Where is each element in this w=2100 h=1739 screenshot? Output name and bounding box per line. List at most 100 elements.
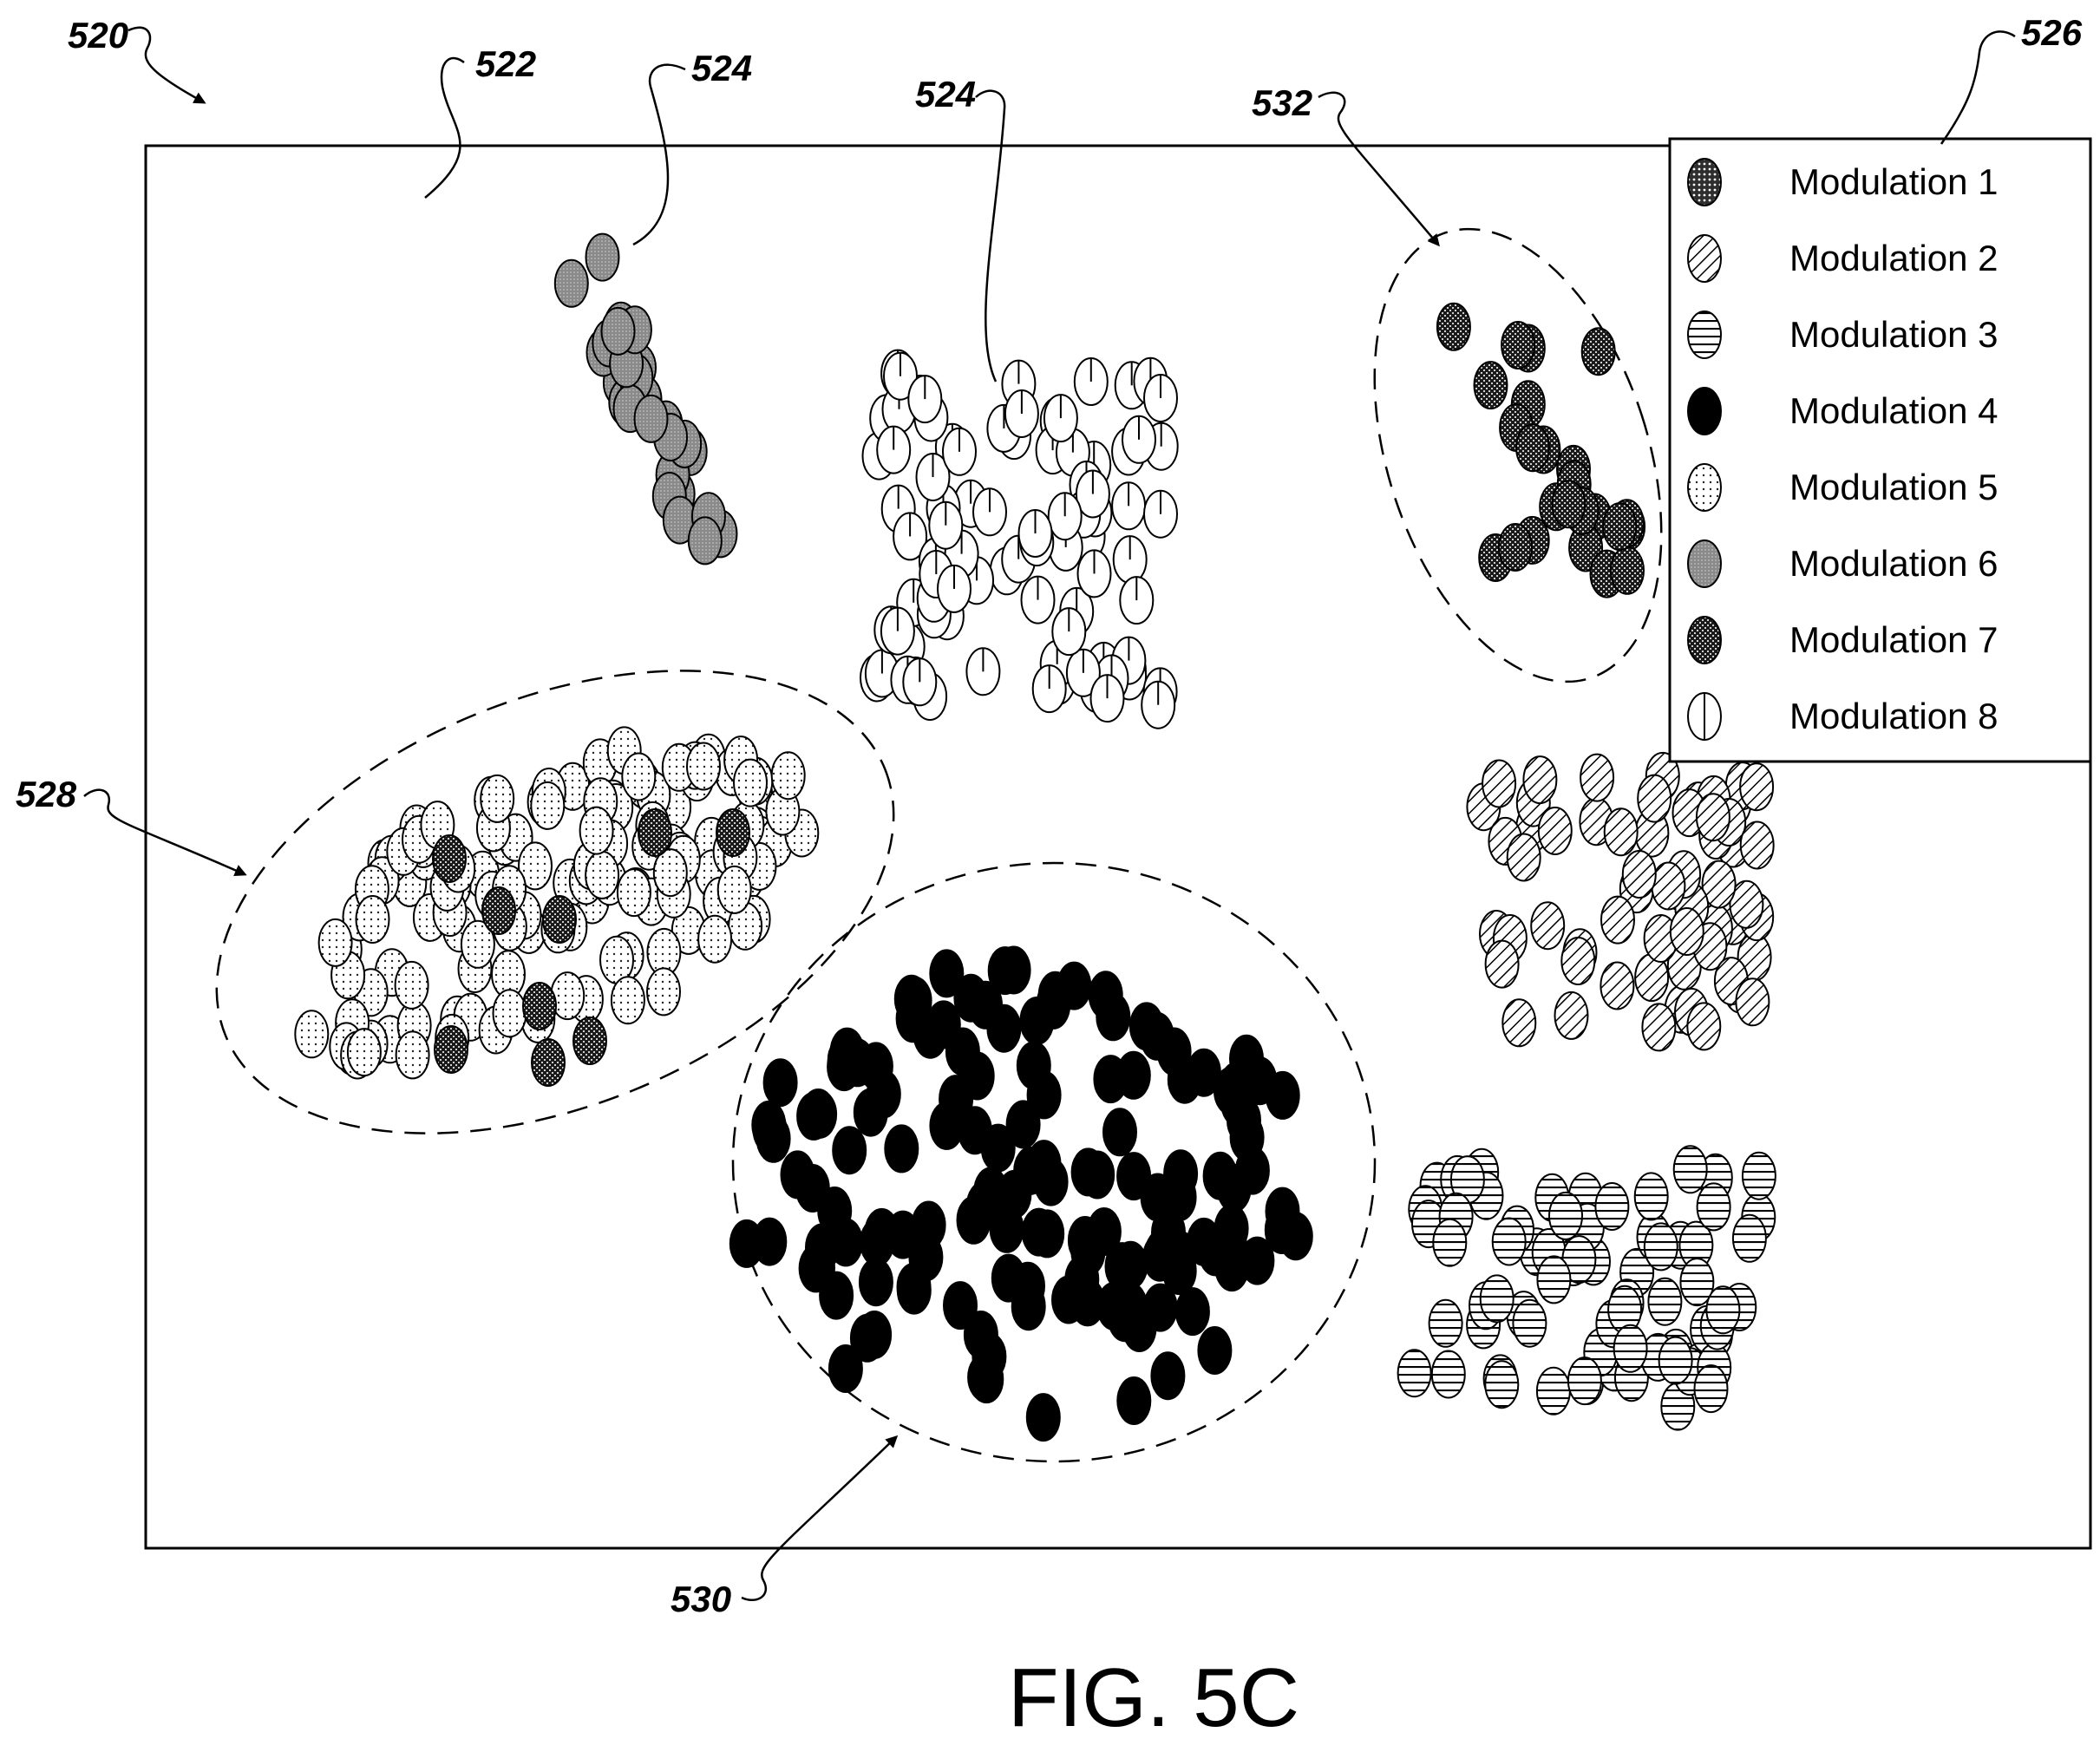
point-dots-light (770, 751, 806, 801)
point-solid-black (943, 1281, 978, 1330)
point-vertical-stripes (1051, 607, 1087, 657)
point-checker-dark (1602, 502, 1638, 552)
ref-530: 530 (671, 1579, 731, 1619)
point-solid-black (1186, 1217, 1221, 1266)
point-horizontal-stripes (1633, 1172, 1669, 1221)
point-horizontal-stripes (1536, 1255, 1572, 1304)
point-solid-black (864, 1207, 900, 1257)
point-solid-black (957, 1106, 992, 1155)
point-vertical-stripes (1141, 680, 1176, 729)
point-gray-stipple (600, 306, 636, 356)
point-horizontal-stripes (1432, 1218, 1468, 1267)
point-horizontal-stripes (1512, 1298, 1547, 1348)
point-vertical-stripes (880, 606, 915, 656)
point-solid-black (987, 946, 1023, 996)
legend-label: Modulation 5 (1789, 467, 1999, 507)
point-solid-black (752, 1105, 788, 1154)
point-dots-light (395, 1030, 430, 1080)
point-solid-black (819, 1271, 854, 1320)
point-solid-black (967, 1352, 1003, 1402)
point-diagonal-stripes (1637, 774, 1672, 823)
point-solid-black (762, 1058, 798, 1108)
point-solid-black (1033, 1157, 1069, 1206)
point-solid-black (1116, 1152, 1152, 1201)
point-horizontal-stripes (1693, 1364, 1729, 1414)
point-solid-black (1115, 1050, 1151, 1100)
point-solid-black (968, 980, 1003, 1030)
point-dots-light (317, 918, 353, 967)
legend-label: Modulation 2 (1789, 238, 1999, 278)
ref-532: 532 (1252, 82, 1312, 123)
region-528-outline (215, 670, 895, 1134)
point-vertical-stripes (1143, 489, 1178, 539)
point-checker-dark (1498, 523, 1533, 572)
point-gray-stipple (553, 258, 589, 308)
point-checker-dark (434, 1025, 468, 1074)
leader-522 (424, 56, 465, 199)
ref-528: 528 (16, 774, 77, 814)
point-checker-dark (522, 982, 557, 1030)
ref-526: 526 (2021, 12, 2083, 53)
point-dots-light (294, 1010, 330, 1059)
point-horizontal-stripes (1397, 1349, 1432, 1398)
point-dots-light (518, 841, 553, 891)
leader-530 (741, 1435, 899, 1602)
point-dots-light (697, 914, 733, 964)
point-diagonal-stripes (1580, 753, 1615, 802)
point-checker-dark (716, 808, 750, 857)
point-gray-stipple (585, 232, 620, 282)
point-vertical-stripes (1065, 648, 1101, 697)
point-vertical-stripes (1004, 389, 1039, 438)
point-vertical-stripes (965, 647, 1001, 696)
point-vertical-stripes (1111, 481, 1147, 531)
point-dots-light (355, 895, 390, 944)
point-checker-dark (531, 1038, 566, 1087)
point-solid-black (1174, 1287, 1210, 1337)
point-dots-light (646, 967, 681, 1017)
point-horizontal-stripes (1658, 1336, 1693, 1385)
ref-522: 522 (475, 43, 536, 84)
point-checker-dark (481, 886, 516, 935)
point-dots-light (480, 774, 515, 823)
point-diagonal-stripes (1600, 961, 1635, 1010)
leader-520 (128, 26, 206, 104)
point-solid-black (1005, 1100, 1041, 1149)
point-solid-black (884, 1124, 919, 1173)
point-solid-black (929, 949, 965, 998)
point-vertical-stripes (1112, 535, 1148, 585)
point-vertical-stripes (907, 375, 943, 424)
point-solid-black (1016, 1041, 1051, 1090)
point-vertical-stripes (883, 351, 918, 401)
point-horizontal-stripes (1535, 1366, 1571, 1415)
legend-entry: Modulation 6 (1687, 539, 1999, 588)
point-solid-black (780, 1150, 815, 1200)
point-horizontal-stripes (1613, 1324, 1648, 1373)
point-diagonal-stripes (1554, 990, 1589, 1040)
point-diagonal-stripes (1739, 820, 1775, 870)
point-checker-dark (1515, 423, 1550, 473)
point-horizontal-stripes (1696, 1182, 1731, 1232)
point-solid-black (1129, 1002, 1164, 1051)
point-horizontal-stripes (1647, 1277, 1683, 1326)
point-vertical-stripes (928, 500, 964, 550)
point-solid-black (853, 1088, 888, 1137)
point-horizontal-stripes (1548, 1191, 1583, 1240)
point-vertical-stripes (1122, 415, 1156, 464)
point-horizontal-stripes (1484, 1360, 1520, 1409)
point-diagonal-stripes (1522, 755, 1558, 805)
point-vertical-stripes (1020, 575, 1056, 624)
point-horizontal-stripes (1594, 1182, 1630, 1231)
point-solid-black (1144, 1228, 1180, 1278)
point-dots-light (733, 758, 768, 807)
point-solid-black (1150, 1351, 1186, 1401)
region-530-outline (731, 861, 1377, 1463)
point-horizontal-stripes (1491, 1217, 1527, 1266)
point-vertical-stripes (1043, 394, 1078, 443)
point-solid-black (849, 1313, 885, 1363)
point-diagonal-stripes (1739, 762, 1775, 812)
point-horizontal-stripes (1643, 1222, 1678, 1272)
point-horizontal-stripes (1741, 1151, 1776, 1200)
point-dots-light (492, 989, 527, 1038)
point-dots-light (346, 1028, 382, 1077)
